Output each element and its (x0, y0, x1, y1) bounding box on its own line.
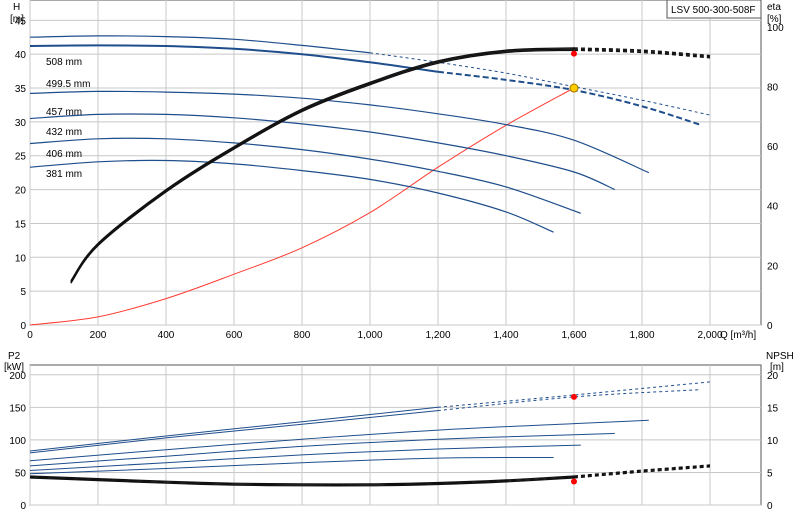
curve-label: 381 mm (46, 169, 82, 180)
top-plot-area (29, 0, 762, 326)
bottom-right-axis-title-line2: [m] (770, 362, 784, 373)
efficiency-curve (70, 47, 575, 282)
x-tick-label: 1,200 (425, 330, 450, 341)
efficiency-curve-extension (573, 47, 711, 57)
top-right-ticks: 0 20 40 60 80 100 (767, 23, 784, 332)
top-left-tick-label: 40 (15, 50, 27, 61)
bottom-right-tick-label: 0 (767, 501, 773, 512)
head-curve (29, 113, 616, 191)
bottom-left-axis-title-line2: [kW] (4, 362, 24, 373)
top-left-ticks: 0 5 10 15 20 25 30 35 40 45 (15, 16, 27, 332)
operating-point-markers (569, 50, 579, 485)
top-left-axis-title-line1: H (13, 2, 20, 13)
bottom-right-tick-label: 20 (767, 371, 779, 382)
head-curve (29, 35, 371, 54)
top-left-tick-label: 5 (20, 287, 26, 298)
x-tick-label: 800 (294, 330, 311, 341)
x-tick-label: 600 (226, 330, 243, 341)
head-curve (29, 44, 439, 73)
npsh-curve-extension (573, 466, 711, 479)
power-curve-extension (437, 389, 700, 412)
top-left-tick-label: 0 (20, 321, 26, 332)
x-tick-label: 1,400 (493, 330, 518, 341)
top-left-axis-title-line2: [m] (10, 14, 24, 25)
efficiency-curve-extension (573, 49, 711, 59)
top-right-tick-label: 0 (767, 321, 773, 332)
bottom-left-tick-label: 100 (9, 436, 26, 447)
bottom-left-axis-title-line1: P2 (8, 351, 21, 362)
power-curve-extension (437, 381, 711, 408)
head-curve-extension (369, 52, 711, 116)
bottom-right-axis-title-line1: NPSH (766, 351, 794, 362)
bottom-grid (29, 365, 761, 506)
curve-label: 508 mm (46, 57, 82, 68)
curve-label: 457 mm (46, 107, 82, 118)
operating-point-efficiency (571, 50, 577, 57)
power-curve (29, 456, 554, 475)
top-left-tick-label: 25 (15, 152, 27, 163)
top-left-tick-label: 30 (15, 118, 27, 129)
bottom-right-tick-label: 15 (767, 403, 779, 414)
top-left-tick-label: 15 (15, 219, 27, 230)
top-right-axis-title-line1: eta (767, 2, 781, 13)
power-curve (29, 432, 615, 467)
npsh-curve (29, 477, 575, 487)
x-axis-title: Q [m³/h] (720, 330, 756, 341)
title-box (666, 0, 762, 19)
x-tick-label: 400 (158, 330, 175, 341)
bottom-left-tick-label: 50 (15, 468, 27, 479)
bottom-left-ticks: 0 50 100 150 200 (9, 371, 26, 512)
npsh-curve-extension (573, 464, 711, 477)
npsh-curve-extension (573, 465, 711, 478)
power-curve (29, 419, 649, 462)
x-tick-label: 200 (90, 330, 107, 341)
bottom-curves (29, 381, 711, 487)
top-right-tick-label: 20 (767, 261, 779, 272)
x-axis-ticks: 0 200 400 600 800 1,000 1,200 1,400 1,600 1,800 2,… (27, 330, 723, 341)
power-curve (29, 406, 439, 452)
npsh-curve (29, 475, 575, 485)
npsh-curve (29, 476, 575, 486)
top-left-tick-label: 20 (15, 186, 27, 197)
top-left-tick-label: 10 (15, 253, 27, 264)
x-tick-label: 1,800 (629, 330, 654, 341)
efficiency-curve-extension (573, 48, 711, 58)
curve-label: 432 mm (46, 127, 82, 138)
curve-label: 499.5 mm (46, 79, 90, 90)
bottom-right-tick-label: 5 (767, 468, 773, 479)
top-left-tick-label: 45 (15, 16, 27, 27)
efficiency-curve (70, 48, 575, 283)
bottom-left-tick-label: 200 (9, 371, 26, 382)
top-right-axis-title-line2: [%] (767, 14, 782, 25)
x-tick-label: 1,600 (561, 330, 586, 341)
chart-title: LSV 500-300-508F (671, 5, 756, 16)
x-tick-label: 2,000 (697, 330, 722, 341)
top-left-tick-label: 35 (15, 84, 27, 95)
top-right-tick-label: 40 (767, 202, 779, 213)
operating-point-npsh (571, 478, 577, 485)
top-right-tick-label: 80 (767, 82, 779, 93)
head-curve (29, 137, 581, 214)
operating-point-head (569, 83, 579, 93)
bottom-right-tick-label: 10 (767, 436, 779, 447)
top-right-tick-label: 100 (767, 23, 784, 34)
head-curve (29, 90, 650, 174)
curve-labels: 508 mm 499.5 mm 457 mm 432 mm 406 mm 381 mm (46, 57, 90, 180)
x-tick-label: 1,000 (357, 330, 382, 341)
curve-label: 406 mm (46, 149, 82, 160)
power-curve (29, 444, 581, 471)
operating-point-power (571, 393, 577, 400)
bottom-right-ticks: 0 5 10 15 20 (767, 371, 779, 512)
system-curve (29, 87, 575, 326)
bottom-left-tick-label: 150 (9, 403, 26, 414)
head-curve (29, 159, 554, 233)
x-tick-label: 0 (27, 330, 33, 341)
efficiency-curve (70, 49, 575, 284)
top-right-tick-label: 60 (767, 142, 779, 153)
power-curve (29, 410, 439, 454)
bottom-left-tick-label: 0 (20, 501, 26, 512)
